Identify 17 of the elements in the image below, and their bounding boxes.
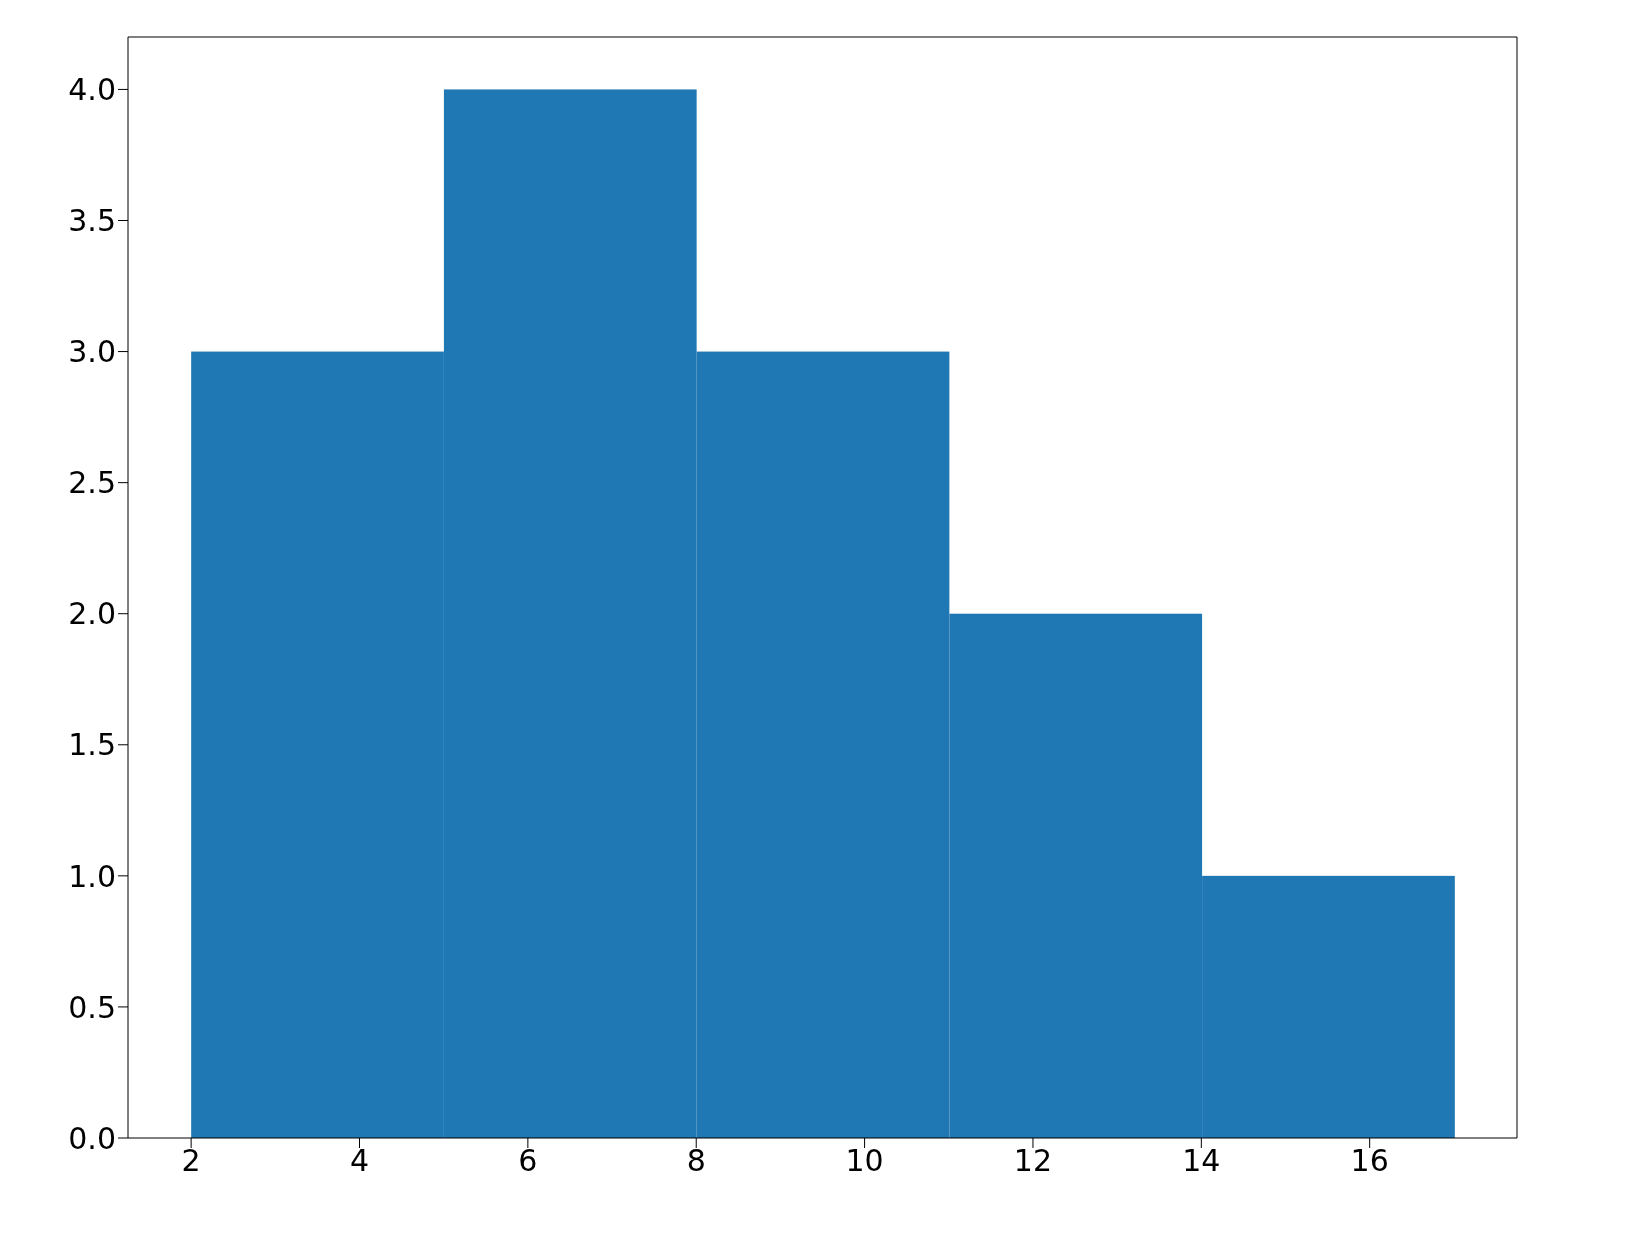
y-tick-label: 1.5: [68, 727, 116, 763]
x-tick-label: 8: [686, 1143, 706, 1179]
x-tick-label: 10: [845, 1143, 884, 1179]
x-tick-label: 16: [1350, 1143, 1389, 1179]
x-tick-label: 4: [349, 1143, 370, 1179]
y-tick-label: 4.0: [68, 72, 116, 108]
y-tick-label: 1.0: [68, 858, 116, 894]
y-tick-label: 2.0: [68, 596, 116, 632]
x-tick-label: 12: [1013, 1143, 1053, 1179]
y-tick-label: 0.0: [68, 1120, 116, 1156]
y-tick-label: 3.0: [68, 334, 116, 370]
y-tick-label: 3.5: [68, 203, 116, 239]
x-tick-label: 14: [1182, 1143, 1221, 1179]
x-tick-label: 2: [181, 1143, 201, 1179]
y-tick-label: 0.5: [68, 989, 116, 1025]
x-tick-label: 6: [518, 1143, 538, 1179]
y-tick-label: 2.5: [68, 465, 116, 501]
